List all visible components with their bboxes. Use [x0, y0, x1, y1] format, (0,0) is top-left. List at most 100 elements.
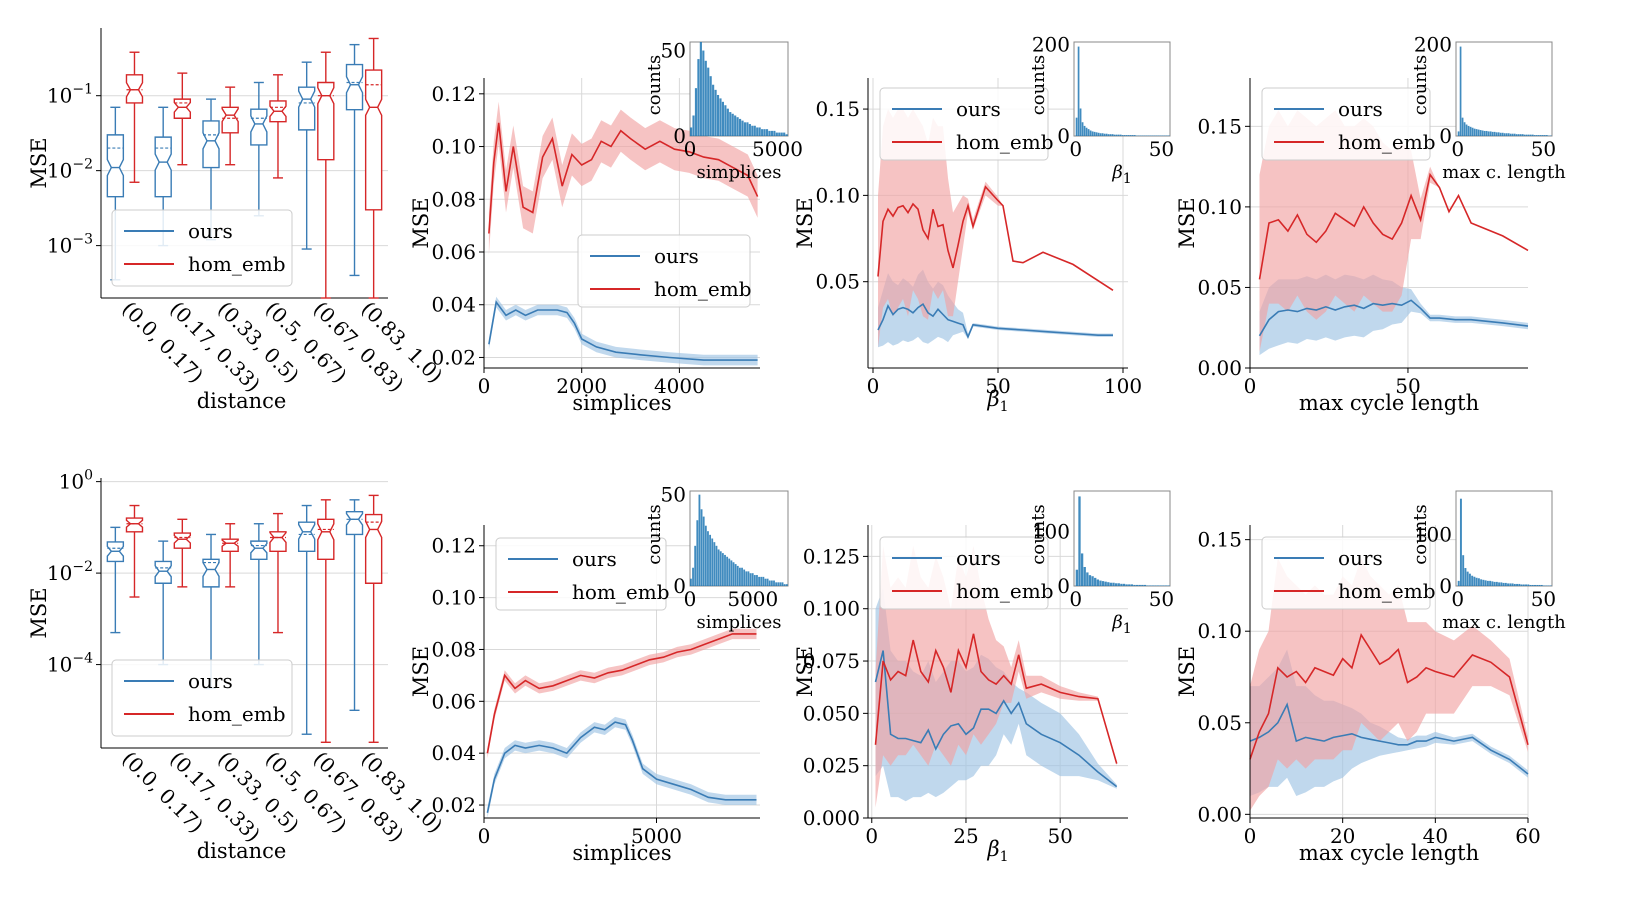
hist-bar [1549, 585, 1552, 586]
inset-y-title: counts [644, 55, 665, 116]
hist-bar [1089, 130, 1092, 136]
x-axis-title: β1 [986, 837, 1008, 865]
hist-bar [1469, 126, 1472, 136]
y-tick-label: 0.06 [431, 240, 476, 264]
y-axis-title: MSE [1175, 646, 1199, 697]
series-line-hom_emb [488, 122, 759, 234]
x-tick-label: 20 [1330, 824, 1355, 848]
box-body [345, 510, 364, 536]
hist-bar [753, 575, 756, 586]
hist-bar [1120, 583, 1123, 586]
hist-bar [1107, 134, 1110, 136]
y-tick-label: 0.05 [815, 270, 860, 294]
hist-bar [702, 516, 705, 586]
hist-bar [749, 573, 752, 586]
hist-bar [1513, 133, 1516, 136]
hist-bar [1473, 128, 1476, 136]
box-body [154, 136, 172, 198]
x-tick-label: 25 [953, 824, 978, 848]
box-ours-0 [106, 526, 125, 634]
inset-x-title: β1 [1111, 162, 1131, 187]
hist-bar [1527, 584, 1530, 586]
hist-bar [1485, 130, 1488, 136]
series-line-hom_emb [1249, 632, 1529, 760]
hist-bar [1459, 46, 1462, 136]
hist-bar [743, 569, 746, 586]
hist-bar [1503, 133, 1506, 136]
hist-bar [734, 564, 737, 586]
box-body [297, 521, 316, 552]
box-body [345, 63, 364, 111]
hist-bar [773, 580, 775, 586]
hist-bar [773, 130, 776, 136]
inset-simp1: 0 50 0 5000 counts simplices [644, 39, 803, 183]
y-tick-label: 0.15 [815, 97, 860, 121]
hist-bar [783, 132, 786, 136]
inset-y-tick-label: 200 [1414, 32, 1452, 56]
x-tick-label: 2000 [556, 374, 607, 398]
y-tick-label: 0.04 [431, 741, 476, 765]
hist-bar [1122, 583, 1126, 586]
hist-bar [1475, 129, 1478, 136]
inset-frame [1455, 490, 1553, 587]
inset-x-title: simplices [696, 162, 781, 183]
inset-beta2: 0 100 0 50 counts β1 [1028, 490, 1174, 637]
inset-x-tick-label: 50 [1531, 587, 1556, 611]
box-body [154, 560, 172, 584]
hist-bar [768, 130, 771, 136]
hist-bar [1482, 579, 1485, 586]
hist-bar [756, 127, 759, 136]
hist-bar [1489, 131, 1492, 136]
inset-y-title: counts [1028, 504, 1049, 565]
box-body [364, 513, 383, 584]
hist-bar [1479, 130, 1482, 136]
band-hom_emb [1259, 110, 1528, 352]
series-line-hom_emb [486, 633, 757, 754]
hist-bar [724, 554, 726, 586]
y-tick-label: 100 [59, 468, 93, 494]
hist-bar [1107, 582, 1110, 586]
band-ours [488, 296, 758, 366]
inset-y-tick-label: 100 [1414, 523, 1452, 547]
hist-bar [690, 578, 692, 586]
inset-x-title: β1 [1111, 612, 1131, 637]
hist-bar [704, 525, 707, 586]
hist-bar [1131, 135, 1134, 136]
hist-bar [745, 571, 748, 586]
legend-label-hom_emb: hom_emb [956, 130, 1054, 154]
hist-bar [1541, 135, 1544, 136]
hist-bar [1523, 134, 1526, 136]
series-line-ours [486, 721, 757, 813]
hist-bar [1481, 130, 1484, 136]
hist-bar [1507, 583, 1510, 586]
y-tick-label: 10−4 [47, 651, 93, 677]
x-axis-title: simplices [572, 391, 671, 415]
hist-bar [1525, 134, 1528, 136]
hist-bar [1457, 580, 1460, 586]
hist-bar [1535, 135, 1538, 136]
box-body [317, 518, 335, 561]
x-tick-label: 60 [1515, 824, 1540, 848]
y-tick-label: 0.05 [1197, 711, 1242, 735]
box-hom_emb-1 [173, 518, 192, 588]
hist-bar [1078, 496, 1081, 586]
hist-bar [1135, 584, 1139, 586]
y-tick-label: 0.025 [803, 754, 860, 778]
hist-bar [702, 50, 705, 136]
y-tick-label: 0.125 [803, 544, 860, 568]
y-axis-title: MSE [27, 587, 51, 638]
hist-bar [1465, 124, 1468, 136]
legend-label-ours: ours [654, 244, 699, 268]
legend-frame [111, 209, 293, 287]
hist-bar [697, 59, 700, 136]
hist-bar [1096, 579, 1099, 586]
legend-label-ours: ours [1338, 546, 1383, 570]
hist-bar [1493, 581, 1496, 586]
hist-bar [1115, 583, 1118, 586]
hist-bar [709, 76, 712, 136]
hist-bar [1504, 582, 1507, 586]
y-tick-label: 0.00 [1197, 356, 1242, 380]
y-tick-label: 10−3 [47, 232, 93, 258]
band-ours [487, 716, 757, 818]
